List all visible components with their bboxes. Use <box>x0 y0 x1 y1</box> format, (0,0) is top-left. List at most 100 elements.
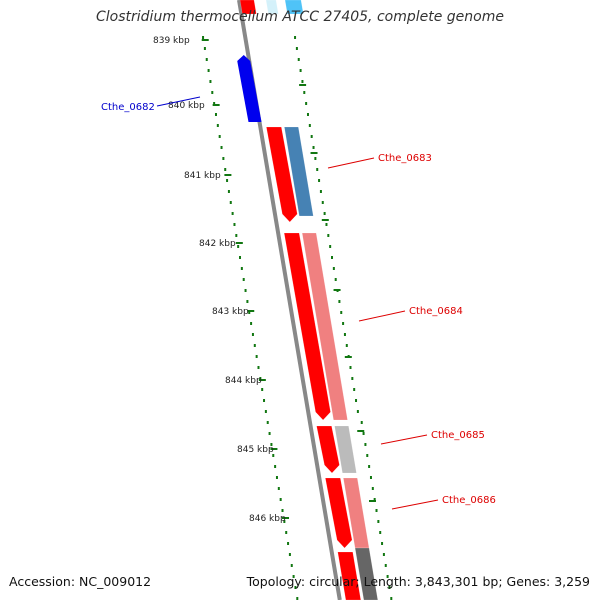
tick-mark <box>292 575 295 578</box>
gene-cog-band <box>334 425 357 474</box>
major-tick <box>224 174 232 176</box>
tick-mark <box>242 278 245 281</box>
tick-mark <box>327 234 330 237</box>
accession-text: Accession: NC_009012 <box>9 574 152 589</box>
tick-mark <box>216 124 219 127</box>
tick-mark <box>246 300 249 303</box>
tick-mark <box>272 454 275 457</box>
tick-mark <box>296 597 299 600</box>
gene-cthe_0686: Cthe_0686 <box>325 477 496 549</box>
tick-mark <box>342 322 345 325</box>
scale-label: 840 kbp <box>168 101 205 111</box>
tick-mark <box>299 69 302 72</box>
scale-label: 841 kbp <box>184 171 221 181</box>
tick-mark <box>355 399 358 402</box>
tick-mark <box>218 135 221 138</box>
gene-cog-partial <box>265 0 279 15</box>
tick-mark <box>237 245 240 248</box>
gene-leader-line <box>380 434 428 445</box>
tick-mark <box>362 432 365 435</box>
tick-mark <box>261 388 264 391</box>
scale-label: 845 kbp <box>237 445 274 455</box>
tick-mark <box>353 388 356 391</box>
tick-mark <box>323 212 326 215</box>
gene-arrow <box>237 55 262 122</box>
tick-mark <box>338 300 341 303</box>
tick-mark <box>277 487 280 490</box>
major-tick <box>282 517 290 519</box>
tick-mark <box>202 36 205 39</box>
major-tick <box>270 448 278 450</box>
scale-label: 842 kbp <box>199 239 236 249</box>
tick-mark <box>343 333 346 336</box>
scale-label: 844 kbp <box>225 376 262 386</box>
major-tick <box>333 289 341 291</box>
tick-mark <box>294 36 297 39</box>
tick-mark <box>244 289 247 292</box>
tick-mark <box>233 223 236 226</box>
tick-mark <box>386 575 389 578</box>
tick-mark <box>235 234 238 237</box>
tick-mark <box>268 432 271 435</box>
tick-mark <box>356 410 359 413</box>
tick-mark <box>266 421 269 424</box>
tick-mark <box>325 223 328 226</box>
tick-mark <box>239 256 242 259</box>
tick-mark <box>231 212 234 215</box>
tick-mark <box>281 509 284 512</box>
tick-mark <box>264 410 267 413</box>
gene-cog-band <box>301 232 348 421</box>
genome-title: Clostridium thermocellum ATCC 27405, com… <box>96 9 504 25</box>
tick-mark <box>345 344 348 347</box>
gene-leader-line <box>391 499 439 510</box>
tick-mark <box>351 377 354 380</box>
scale-label: 839 kbp <box>153 36 190 46</box>
major-tick <box>212 104 220 106</box>
tick-mark <box>211 91 214 94</box>
gene-leader-line <box>358 310 406 322</box>
tick-mark <box>368 465 371 468</box>
tick-mark <box>308 124 311 127</box>
tick-mark <box>283 520 286 523</box>
tick-mark <box>253 344 256 347</box>
tick-mark <box>379 531 382 534</box>
gene-arrow <box>266 126 298 223</box>
tick-mark <box>250 322 253 325</box>
gene-label: Cthe_0683 <box>378 153 432 164</box>
tick-mark <box>207 69 210 72</box>
tick-mark <box>224 168 227 171</box>
tick-mark <box>314 157 317 160</box>
tick-mark <box>287 542 290 545</box>
tick-mark <box>303 91 306 94</box>
tick-mark <box>285 531 288 534</box>
tick-mark <box>226 179 229 182</box>
gene-label: Cthe_0684 <box>409 306 463 317</box>
major-tick <box>299 84 307 86</box>
tick-mark <box>275 476 278 479</box>
tick-mark <box>229 201 232 204</box>
tick-mark <box>377 520 380 523</box>
tick-mark <box>279 498 282 501</box>
tick-mark <box>306 113 309 116</box>
tick-mark <box>213 102 216 105</box>
tick-mark <box>332 267 335 270</box>
gene-cthe_0685: Cthe_0685 <box>316 425 485 474</box>
tick-mark <box>340 311 343 314</box>
tick-mark <box>318 179 321 182</box>
gene-cog-partial <box>354 547 379 600</box>
tick-mark <box>388 586 391 589</box>
tick-mark <box>209 80 212 83</box>
tick-mark <box>222 157 225 160</box>
gene-arrow <box>316 425 340 474</box>
tick-mark <box>270 443 273 446</box>
gene-label: Cthe_0682 <box>101 102 155 113</box>
scale-label: 846 kbp <box>249 514 286 524</box>
major-tick <box>369 500 376 502</box>
major-tick <box>310 152 318 154</box>
tick-mark <box>290 564 293 567</box>
tick-mark <box>369 476 372 479</box>
tick-mark <box>301 80 304 83</box>
tick-mark <box>203 47 206 50</box>
tick-mark <box>331 256 334 259</box>
tick-mark <box>310 135 313 138</box>
